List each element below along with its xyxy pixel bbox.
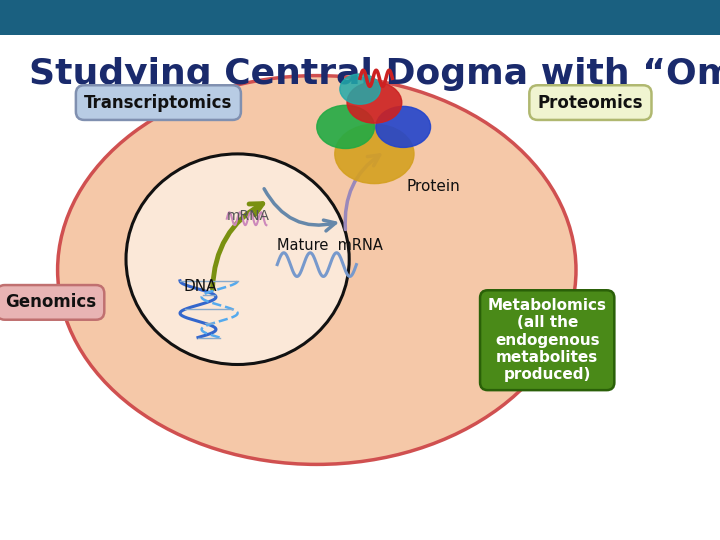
Text: Metabolomics
(all the
endogenous
metabolites
produced): Metabolomics (all the endogenous metabol…	[487, 298, 607, 382]
Text: Transcriptomics: Transcriptomics	[84, 93, 233, 112]
Text: DNA: DNA	[184, 279, 217, 294]
Circle shape	[335, 124, 414, 184]
Text: Studying Central Dogma with “Omis”: Studying Central Dogma with “Omis”	[29, 57, 720, 91]
Bar	[0, 0, 720, 35]
Ellipse shape	[58, 76, 576, 464]
Text: Mature  mRNA: Mature mRNA	[277, 238, 383, 253]
Circle shape	[376, 106, 431, 147]
Text: Genomics: Genomics	[5, 293, 96, 312]
Ellipse shape	[126, 154, 349, 364]
Circle shape	[317, 105, 374, 148]
Circle shape	[347, 82, 402, 123]
Text: mRNA: mRNA	[227, 209, 270, 223]
Circle shape	[340, 74, 380, 104]
Text: Proteomics: Proteomics	[538, 93, 643, 112]
Text: Protein: Protein	[407, 179, 461, 194]
